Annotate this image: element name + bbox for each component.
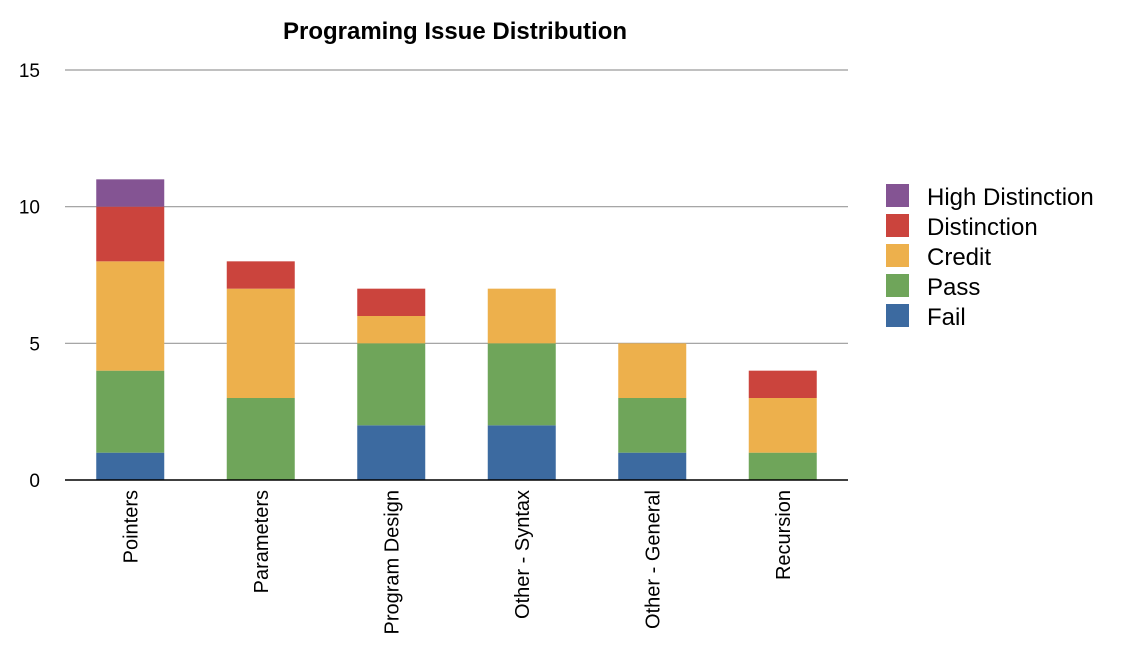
grid-lines <box>65 69 848 344</box>
x-tick-label-pointers: Pointers <box>120 490 142 563</box>
legend-label-distinction: Distinction <box>927 214 1038 241</box>
bar-other-general-pass <box>618 398 687 453</box>
bar-recursion-distinction <box>748 370 817 398</box>
legend-label-credit: Credit <box>927 244 991 271</box>
y-tick-label-0: 0 <box>29 471 40 492</box>
bar-program-design-credit <box>357 316 426 344</box>
bar-program-design-distinction <box>357 288 426 316</box>
bar-other-syntax-pass <box>487 343 556 426</box>
bar-other-general-fail <box>618 452 687 480</box>
legend-label-fail: Fail <box>927 304 966 331</box>
x-axis-category-labels: Pointers Parameters Program Design Other - … <box>120 490 795 635</box>
y-tick-label-5: 5 <box>29 334 40 355</box>
bar-other-syntax-credit <box>487 288 556 344</box>
bar-pointers-distinction <box>96 206 165 262</box>
bar-other-general-credit <box>618 343 687 398</box>
bar-recursion-credit <box>748 398 817 453</box>
x-tick-label-other-general: Other - General <box>642 490 664 629</box>
legend-swatch-credit <box>886 244 909 267</box>
bar-recursion-pass <box>748 452 817 480</box>
bar-pointers-fail <box>96 452 165 480</box>
x-tick-label-recursion: Recursion <box>773 490 795 580</box>
bar-other-syntax-fail <box>487 425 556 480</box>
legend-swatch-fail <box>886 304 909 327</box>
x-tick-label-other-syntax: Other - Syntax <box>512 490 534 619</box>
y-axis-tick-labels: 0 5 10 15 <box>19 61 40 492</box>
bar-parameters-pass <box>226 398 295 480</box>
bars <box>96 179 817 480</box>
legend: High Distinction Distinction Credit Pass Fai… <box>886 184 1094 331</box>
bar-pointers-high-distinction <box>96 179 165 207</box>
bar-parameters-distinction <box>226 261 295 289</box>
legend-swatch-distinction <box>886 214 909 237</box>
legend-label-high-distinction: High Distinction <box>927 184 1094 211</box>
legend-label-pass: Pass <box>927 274 980 301</box>
y-tick-label-15: 15 <box>19 61 40 82</box>
x-tick-label-program-design: Program Design <box>381 490 403 635</box>
bar-pointers-credit <box>96 261 165 371</box>
chart-title: Programing Issue Distribution <box>283 18 627 45</box>
bar-pointers-pass <box>96 370 165 453</box>
legend-swatch-high-distinction <box>886 184 909 207</box>
bar-program-design-fail <box>357 425 426 480</box>
x-tick-label-parameters: Parameters <box>251 490 273 593</box>
legend-swatch-pass <box>886 274 909 297</box>
y-tick-label-10: 10 <box>19 198 40 219</box>
bar-program-design-pass <box>357 343 426 426</box>
bar-parameters-credit <box>226 288 295 398</box>
